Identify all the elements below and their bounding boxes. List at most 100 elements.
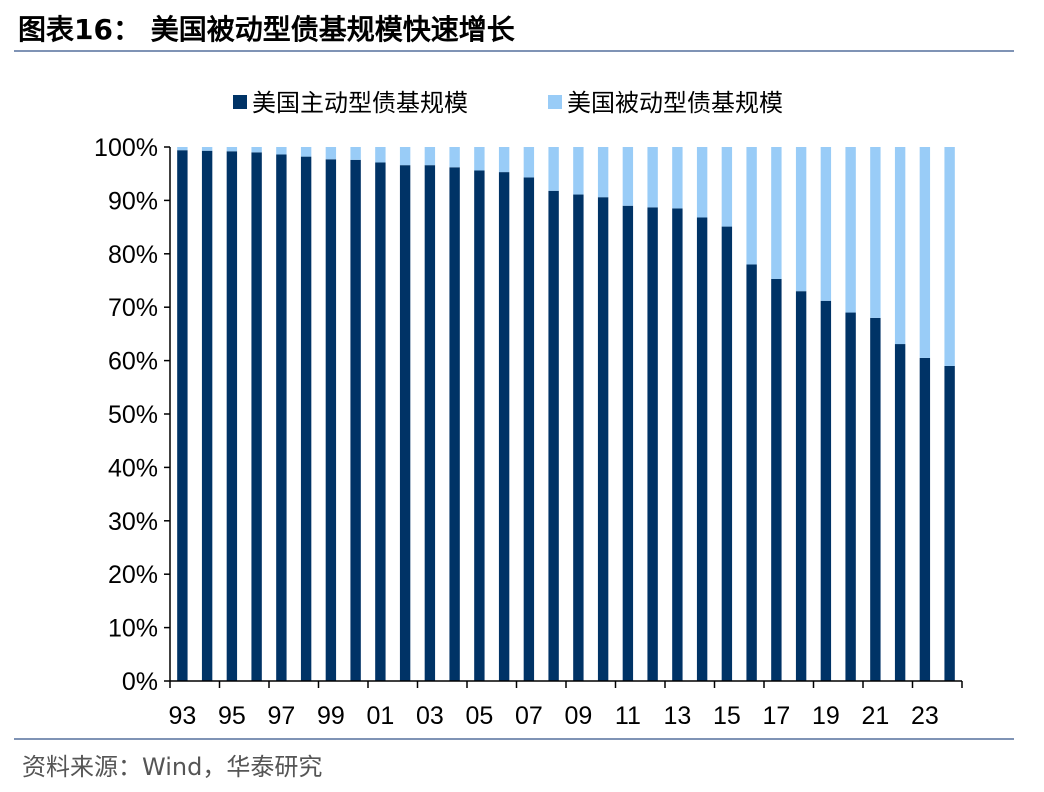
- legend-label-passive: 美国被动型债基规模: [567, 89, 783, 117]
- x-tick-label: 07: [515, 702, 543, 730]
- bar-passive-2009: [573, 147, 584, 195]
- y-tick-label: 60%: [108, 348, 158, 376]
- bar-active-2011: [622, 205, 634, 682]
- bar-active-1997: [276, 154, 287, 682]
- y-tick-label: 50%: [108, 401, 158, 429]
- legend-swatch-active: [233, 95, 247, 109]
- bar-passive-1995: [226, 147, 238, 152]
- bar-active-2007: [523, 177, 535, 681]
- bar-active-2024: [944, 365, 955, 681]
- bar-passive-2024: [944, 147, 955, 366]
- x-tick-label: 93: [168, 702, 196, 730]
- bar-active-2019: [820, 300, 832, 681]
- axes: 0% 10% 20% 30% 40% 50% 60% 70% 80% 90% 100% 93 95 97 9…: [94, 134, 963, 730]
- bar-active-2003: [424, 165, 436, 681]
- bar-passive-1999: [325, 147, 337, 160]
- bar-active-2001: [375, 162, 386, 682]
- bar-passive-1998: [300, 147, 312, 157]
- y-tick-label: 70%: [108, 294, 158, 322]
- y-tick-label: 80%: [108, 241, 158, 269]
- bar-passive-2012: [647, 147, 658, 208]
- x-tick-label: 97: [267, 702, 295, 730]
- bar-active-2023: [919, 357, 931, 681]
- bar-passive-1994: [201, 147, 213, 151]
- bar-passive-2008: [548, 147, 559, 191]
- x-tick-label: 05: [465, 702, 493, 730]
- bar-passive-2020: [845, 147, 856, 313]
- bar-active-2022: [894, 344, 906, 681]
- x-tick-label: 17: [762, 702, 790, 730]
- x-tick-label: 01: [366, 702, 394, 730]
- source-note: 资料来源：Wind，华泰研究: [22, 753, 323, 781]
- bar-passive-2006: [498, 147, 510, 173]
- bar-passive-1996: [251, 147, 262, 153]
- bar-passive-2001: [375, 147, 386, 163]
- bar-active-2018: [795, 291, 807, 681]
- bar-passive-2016: [746, 147, 757, 265]
- bar-group: [177, 147, 955, 682]
- bar-passive-2021: [870, 147, 881, 318]
- x-tick-label: 13: [663, 702, 691, 730]
- x-tick-label: 15: [713, 702, 741, 730]
- x-tick-label: 23: [911, 702, 939, 730]
- bar-passive-2007: [523, 147, 535, 178]
- bar-active-2002: [399, 165, 411, 681]
- bar-passive-2015: [721, 147, 733, 227]
- y-tick-label: 100%: [94, 134, 158, 162]
- bar-active-2016: [746, 264, 757, 681]
- x-tick-label: 19: [812, 702, 840, 730]
- bar-passive-2005: [474, 147, 485, 171]
- bottom-divider: [14, 738, 1014, 740]
- y-tick-label: 40%: [108, 454, 158, 482]
- x-tick-label: 11: [615, 702, 641, 730]
- bar-active-2006: [498, 172, 510, 681]
- x-tick-label: 03: [416, 702, 444, 730]
- bar-active-1999: [325, 159, 337, 681]
- bar-active-2010: [597, 197, 609, 681]
- bar-passive-2003: [424, 147, 436, 166]
- bar-active-2009: [573, 194, 584, 681]
- bar-active-2004: [449, 167, 460, 682]
- bar-passive-2018: [795, 147, 807, 292]
- bar-passive-1997: [276, 147, 287, 155]
- bar-active-1995: [226, 151, 238, 681]
- bar-active-1994: [201, 150, 213, 682]
- x-tick-label: 99: [317, 702, 345, 730]
- bar-passive-2011: [622, 147, 634, 206]
- bar-passive-2010: [597, 147, 609, 198]
- legend-label-active: 美国主动型债基规模: [252, 89, 468, 117]
- bar-passive-2014: [696, 147, 708, 218]
- bar-passive-2022: [894, 147, 906, 345]
- bar-passive-1993: [177, 147, 188, 151]
- bar-passive-2000: [350, 147, 361, 160]
- bar-active-2013: [672, 208, 683, 681]
- top-divider: [14, 50, 1014, 52]
- legend-swatch-passive: [548, 95, 562, 109]
- x-tick-label: 09: [564, 702, 592, 730]
- bar-active-1998: [300, 156, 312, 682]
- bar-active-1996: [251, 152, 262, 682]
- y-tick-label: 20%: [108, 561, 158, 589]
- bar-passive-2019: [820, 147, 832, 301]
- bar-active-2000: [350, 159, 361, 681]
- legend: 美国主动型债基规模 美国被动型债基规模: [233, 89, 783, 117]
- bar-active-1993: [177, 150, 188, 681]
- bar-active-2012: [647, 207, 658, 681]
- y-tick-label: 0%: [122, 668, 158, 696]
- x-tick-label: 21: [861, 702, 889, 730]
- bar-active-2020: [845, 312, 856, 681]
- y-tick-label: 10%: [108, 615, 158, 643]
- bar-passive-2002: [399, 147, 411, 166]
- bar-active-2017: [771, 278, 782, 681]
- y-tick-label: 90%: [108, 187, 158, 215]
- bar-passive-2017: [771, 147, 782, 279]
- bar-active-2005: [474, 170, 485, 681]
- bar-passive-2023: [919, 147, 931, 358]
- bar-passive-2013: [672, 147, 683, 209]
- y-tick-label: 30%: [108, 508, 158, 536]
- bar-active-2021: [870, 317, 881, 681]
- bar-passive-2004: [449, 147, 460, 168]
- x-tick-label: 95: [218, 702, 246, 730]
- bar-active-2015: [721, 226, 733, 681]
